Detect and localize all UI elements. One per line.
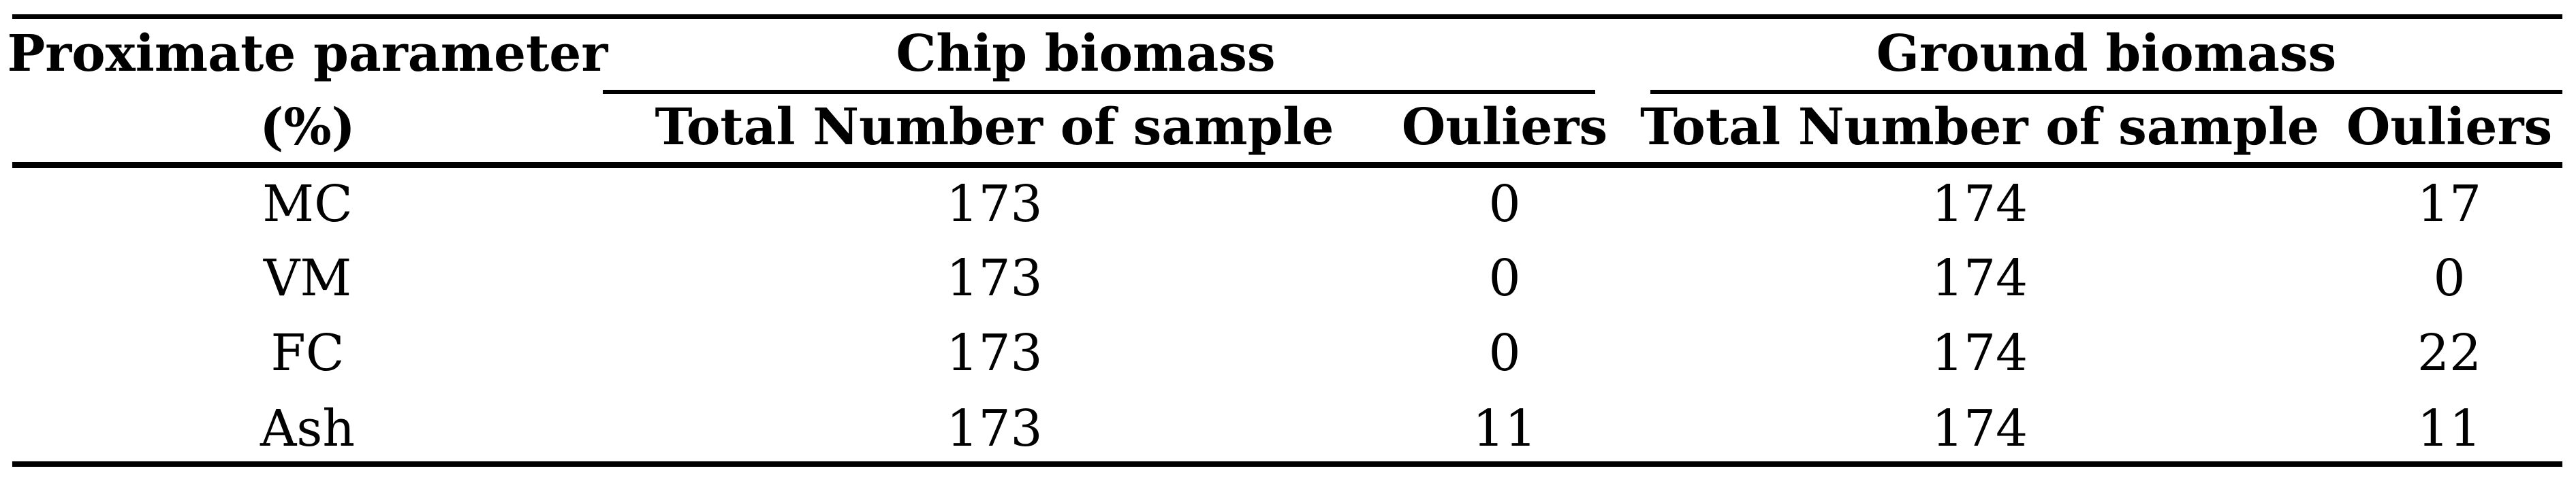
- row-mc-chip-total: 173: [946, 175, 1043, 234]
- row-mc-chip-outliers: 0: [1488, 175, 1521, 234]
- ground-biomass-cmidrule: [1650, 90, 2562, 94]
- row-vm-ground-outliers: 0: [2433, 249, 2466, 308]
- header-chip-total-number-of-sample: Total Number of sample: [655, 98, 1334, 157]
- header-ground-total-number-of-sample: Total Number of sample: [1639, 98, 2320, 157]
- row-ash-param: Ash: [260, 399, 356, 458]
- table-top-rule: [12, 14, 2562, 19]
- row-vm-ground-total: 174: [1931, 249, 2028, 308]
- row-mc-param: MC: [262, 175, 353, 234]
- chip-biomass-cmidrule: [603, 90, 1595, 94]
- row-fc-ground-outliers: 22: [2417, 324, 2482, 383]
- header-group-ground-biomass: Ground biomass: [1876, 24, 2337, 83]
- table-header-rule: [12, 162, 2562, 168]
- row-vm-chip-total: 173: [946, 249, 1043, 308]
- row-fc-ground-total: 174: [1931, 324, 2028, 383]
- row-fc-param: FC: [270, 324, 345, 383]
- row-mc-ground-outliers: 17: [2417, 175, 2482, 234]
- row-vm-param: VM: [263, 249, 352, 308]
- header-ground-outliers: Ouliers: [2346, 98, 2553, 157]
- table-bottom-rule: [12, 461, 2562, 467]
- row-fc-chip-total: 173: [946, 324, 1043, 383]
- row-ash-ground-outliers: 11: [2417, 399, 2482, 458]
- row-ash-ground-total: 174: [1931, 399, 2028, 458]
- row-ash-chip-total: 173: [946, 399, 1043, 458]
- header-percent-unit: (%): [260, 98, 356, 157]
- header-group-chip-biomass: Chip biomass: [896, 24, 1276, 83]
- row-ash-chip-outliers: 11: [1472, 399, 1537, 458]
- row-fc-chip-outliers: 0: [1488, 324, 1521, 383]
- header-chip-outliers: Ouliers: [1401, 98, 1608, 157]
- row-vm-chip-outliers: 0: [1488, 249, 1521, 308]
- header-proximate-parameter: Proximate parameter: [7, 24, 608, 83]
- row-mc-ground-total: 174: [1931, 175, 2028, 234]
- proximate-parameter-outliers-table: Proximate parameter Chip biomass Ground …: [7, 0, 2562, 467]
